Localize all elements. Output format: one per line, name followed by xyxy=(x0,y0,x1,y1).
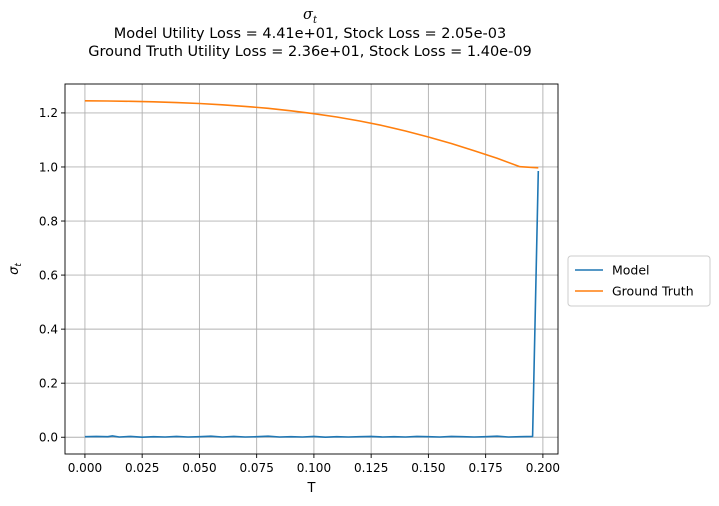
legend-label-ground-truth: Ground Truth xyxy=(612,284,694,299)
legend: Model Ground Truth xyxy=(567,255,711,307)
y-tick-label: 1.2 xyxy=(39,106,58,120)
y-axis-label-subscript: t xyxy=(14,263,24,267)
tick-layer: 0.000 0.025 0.050 0.075 0.100 0.125 0.150 0.175… xyxy=(39,106,560,475)
x-tick-label: 0.100 xyxy=(297,461,331,475)
legend-label-model: Model xyxy=(612,263,650,278)
x-tick-label: 0.200 xyxy=(526,461,560,475)
x-axis-label: T xyxy=(307,481,316,496)
y-axis-label-symbol: σ xyxy=(7,266,22,275)
series-line-model xyxy=(84,170,540,439)
x-tick-label: 0.025 xyxy=(125,461,159,475)
y-tick-label: 0.4 xyxy=(39,322,58,336)
y-tick-label: 0.2 xyxy=(39,376,58,390)
y-tick-label: 0.6 xyxy=(39,268,58,282)
series-layer xyxy=(84,100,540,439)
x-tick-label: 0.000 xyxy=(68,461,102,475)
grid-layer xyxy=(65,84,558,454)
series-line-ground-truth xyxy=(84,100,539,169)
x-tick-label: 0.175 xyxy=(468,461,502,475)
x-tick-label: 0.125 xyxy=(354,461,388,475)
x-tick-label: 0.075 xyxy=(239,461,273,475)
chart-title-symbol: σt xyxy=(303,7,317,26)
x-tick-label: 0.050 xyxy=(182,461,216,475)
plot-frame xyxy=(64,83,559,455)
x-tick-label: 0.150 xyxy=(411,461,445,475)
y-axis-label: σt xyxy=(7,263,24,275)
legend-box xyxy=(567,255,711,307)
y-tick-label: 0.0 xyxy=(39,431,58,445)
y-tick-label: 1.0 xyxy=(39,160,58,174)
chart-title-line-2: Ground Truth Utility Loss = 2.36e+01, St… xyxy=(88,44,532,60)
y-tick-label: 0.8 xyxy=(39,214,58,228)
chart-title-line-1: Model Utility Loss = 4.41e+01, Stock Los… xyxy=(113,26,507,42)
